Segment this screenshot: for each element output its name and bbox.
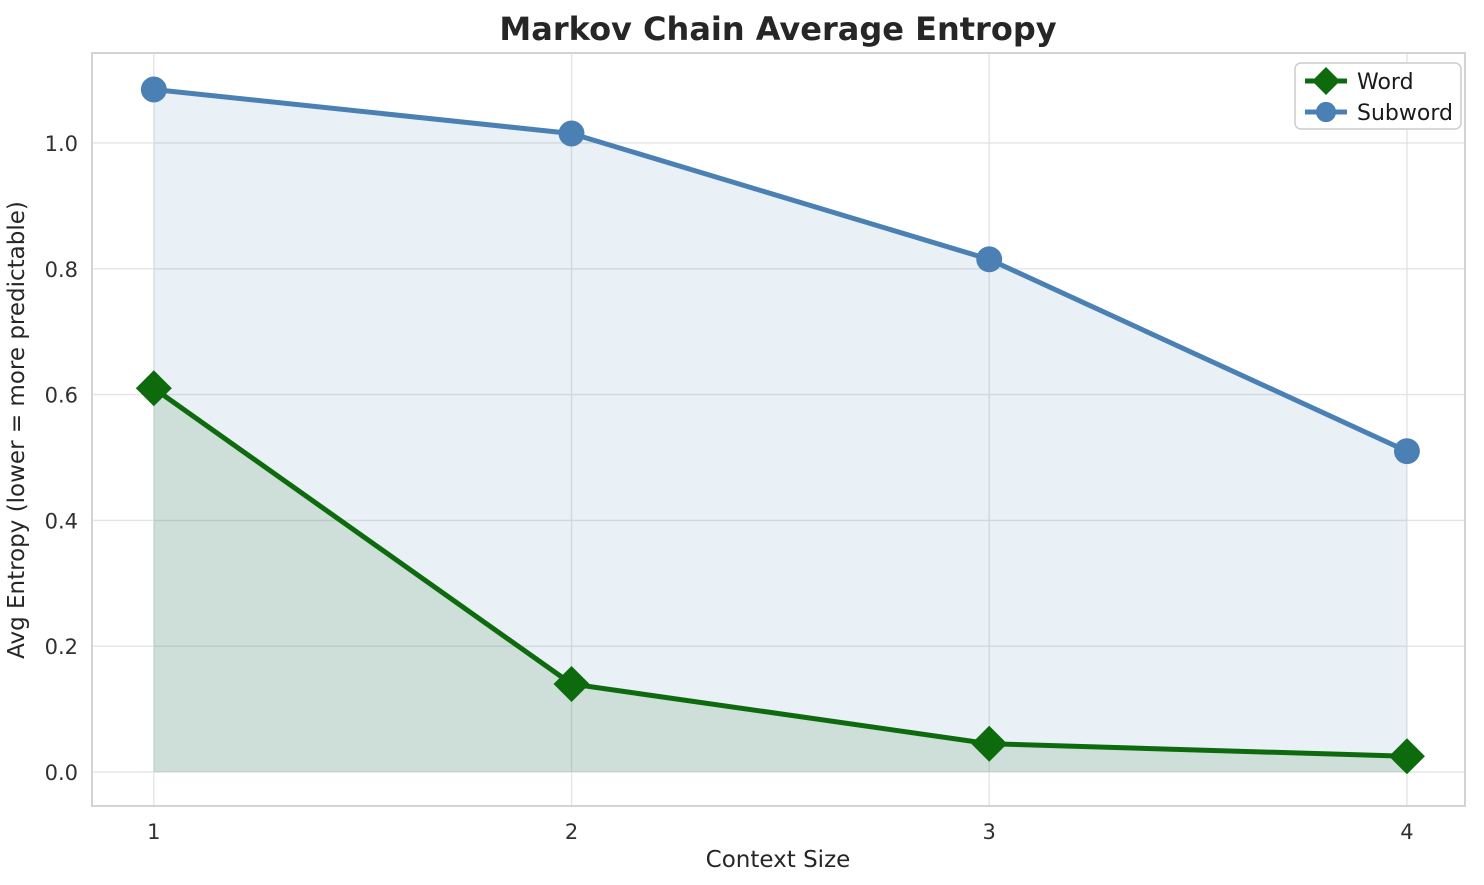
circle-marker bbox=[140, 76, 167, 103]
circle-marker bbox=[1315, 101, 1337, 123]
legend-label-word: Word bbox=[1357, 70, 1414, 95]
y-tick-label: 0.0 bbox=[45, 761, 78, 785]
x-axis-label: Context Size bbox=[706, 847, 851, 873]
y-axis-label: Avg Entropy (lower = more predictable) bbox=[4, 201, 30, 659]
plot-area: 0.0 0.2 0.4 0.6 0.8 1.0 1 2 3 4 bbox=[45, 52, 1466, 844]
x-tick-label: 3 bbox=[983, 820, 996, 844]
diamond-marker bbox=[135, 370, 172, 407]
x-tick-label: 4 bbox=[1400, 820, 1413, 844]
legend-label-subword: Subword bbox=[1357, 101, 1453, 126]
series-line-word bbox=[151, 385, 1410, 759]
chart-title: Markov Chain Average Entropy bbox=[499, 10, 1056, 48]
series-line-subword bbox=[151, 86, 1410, 454]
y-tick-label: 0.6 bbox=[45, 384, 78, 408]
diamond-marker bbox=[1388, 738, 1425, 775]
y-tick-label: 1.0 bbox=[45, 132, 78, 156]
x-tick-label: 2 bbox=[565, 820, 578, 844]
fill-area-subword bbox=[153, 89, 1407, 773]
circle-marker bbox=[558, 120, 585, 147]
diamond-marker bbox=[971, 725, 1008, 762]
diamond-marker bbox=[553, 665, 590, 702]
x-tick-label: 1 bbox=[147, 820, 160, 844]
y-tick-label: 0.2 bbox=[45, 635, 78, 659]
circle-marker bbox=[976, 246, 1003, 273]
fill-area-word bbox=[153, 388, 1407, 773]
plot-border bbox=[91, 52, 1466, 807]
diamond-marker bbox=[1312, 67, 1340, 95]
circle-marker bbox=[1393, 438, 1420, 465]
y-tick-label: 0.8 bbox=[45, 258, 78, 282]
legend: Word Subword bbox=[1294, 62, 1462, 130]
y-tick-label: 0.4 bbox=[45, 509, 78, 533]
